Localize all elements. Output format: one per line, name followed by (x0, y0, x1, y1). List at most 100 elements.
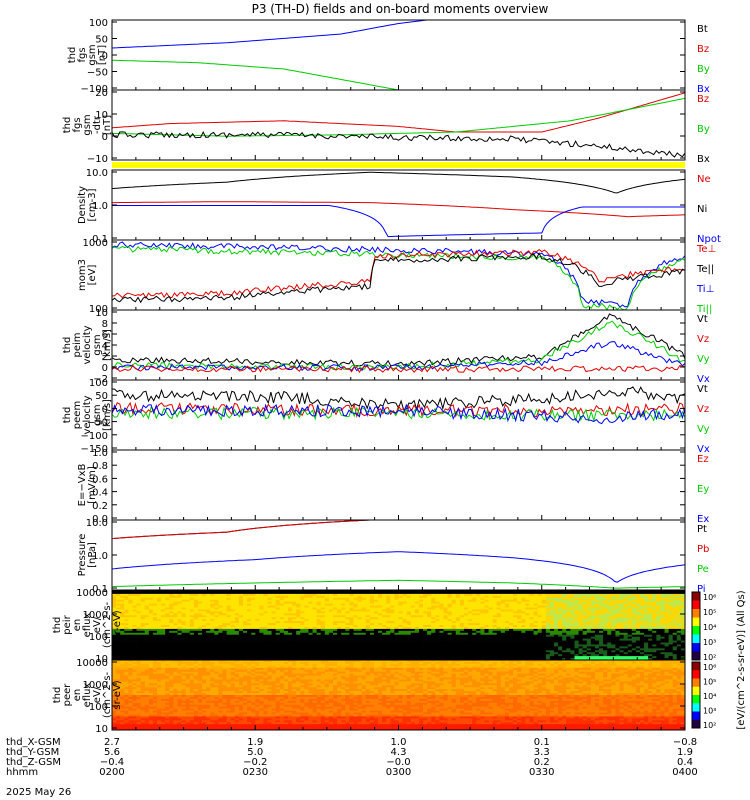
spectrogram-cell (594, 646, 600, 649)
spectrogram-cell (504, 644, 510, 647)
spectrogram-cell (623, 617, 629, 620)
spectrogram-cell (337, 654, 342, 657)
spectrogram-cell (586, 613, 592, 616)
spectrogram-cell (259, 597, 264, 601)
spectrogram-cell (484, 617, 489, 620)
spectrogram-cell (619, 595, 624, 599)
spectrogram-cell (238, 656, 244, 659)
spectrogram-cell (333, 652, 338, 655)
spectrogram-cell (549, 611, 555, 614)
spectrogram-cell (615, 626, 620, 630)
spectrogram-cell (136, 615, 142, 618)
spectrogram-cell (435, 634, 440, 638)
spectrogram-cell (169, 621, 174, 624)
spectrogram-cell (529, 648, 534, 651)
spectrogram-cell (480, 601, 485, 605)
spectrogram-cell (312, 646, 318, 649)
y-label-line: fgs (72, 117, 83, 132)
spectrogram-cell (169, 628, 174, 632)
spectrogram-cell (529, 593, 534, 597)
spectrogram-cell (255, 613, 260, 616)
spectrogram-cell (549, 656, 555, 659)
spectrogram-cell (234, 638, 240, 641)
spectrogram-cell (443, 595, 449, 599)
spectrogram-cell (431, 630, 436, 634)
spectrogram-cell (480, 607, 485, 610)
legend-entry: Vz (697, 334, 709, 345)
spectrogram-cell (214, 656, 219, 659)
spectrogram-cell (202, 607, 207, 610)
spectrogram-cell (586, 615, 592, 618)
spectrogram-cell (570, 605, 575, 608)
spectrogram-cell (418, 591, 424, 595)
spectrogram-cell (185, 599, 191, 603)
spectrogram-cell (545, 603, 551, 606)
spectrogram-cell (574, 609, 579, 612)
spectrogram-cell (463, 628, 469, 632)
spectrogram-cell (504, 623, 510, 626)
spectrogram-cell (341, 619, 346, 622)
spectrogram-cell (157, 595, 162, 599)
spectrogram-cell (394, 640, 399, 643)
spectrogram-cell (566, 632, 571, 636)
spectrogram-cell (275, 597, 281, 601)
spectrogram-cell (390, 634, 395, 638)
spectrogram-cell (152, 593, 158, 597)
spectrogram-cell (378, 595, 383, 599)
spectrogram-cell (251, 638, 256, 641)
spectrogram-cell (394, 621, 399, 624)
spectrogram-cell (574, 646, 579, 649)
spectrogram-cell (599, 630, 604, 634)
spectrogram-cell (537, 650, 543, 653)
spectrogram-cell (128, 634, 133, 638)
spectrogram-cell (492, 613, 498, 616)
spectrogram-cell (488, 625, 494, 628)
spectrogram-cell (533, 642, 539, 645)
spectrogram-cell (169, 619, 174, 622)
spectrogram-cell (328, 601, 334, 605)
spectrogram-cell (112, 609, 117, 612)
spectrogram-cell (517, 599, 522, 603)
spectrogram-cell (202, 621, 207, 624)
spectrogram-cell (410, 609, 416, 612)
spectrogram-cell (406, 636, 412, 640)
spectrogram-cell (210, 625, 215, 628)
spectrogram-cell (287, 642, 293, 645)
spectrogram-cell (283, 625, 289, 628)
spectrogram-cell (242, 590, 248, 593)
y-label-line: thd (62, 117, 73, 134)
spectrogram-cell (247, 611, 252, 614)
spectrogram-cell (349, 609, 354, 612)
legend-entry: Pi (697, 584, 706, 595)
spectrogram-cell (431, 634, 436, 638)
spectrogram-cell (169, 640, 174, 643)
spectrogram-cell (185, 636, 191, 640)
spectrogram-cell (406, 615, 412, 618)
spectrogram-cell (517, 611, 522, 614)
spectrogram-cell (566, 640, 571, 643)
spectrogram-cell (594, 636, 600, 640)
spectrogram-cell (627, 613, 633, 616)
spectrogram-cell (492, 652, 498, 655)
spectrogram-cell (480, 623, 485, 626)
spectrogram-cell (116, 648, 121, 651)
spectrogram-cell (472, 613, 477, 616)
y-tick-label: 1.0 (92, 448, 108, 459)
spectrogram-cell (410, 650, 416, 653)
spectrogram-cell (157, 648, 162, 651)
spectrogram-cell (169, 607, 174, 610)
spectrogram-cell (161, 615, 166, 618)
spectrogram-cell (267, 591, 273, 595)
spectrogram-cell (480, 638, 485, 641)
spectrogram-cell (541, 611, 547, 614)
spectrogram-cell (554, 609, 559, 612)
spectrogram-cell (296, 656, 301, 659)
spectrogram-cell (324, 644, 330, 647)
spectrogram-cell (463, 599, 469, 603)
spectrogram-cell (259, 611, 264, 614)
spectrogram-cell (214, 619, 219, 622)
spectrogram-cell (369, 609, 375, 612)
spectrogram-cell (255, 652, 260, 655)
spectrogram-cell (586, 591, 592, 595)
spectrogram-cell (382, 650, 387, 653)
